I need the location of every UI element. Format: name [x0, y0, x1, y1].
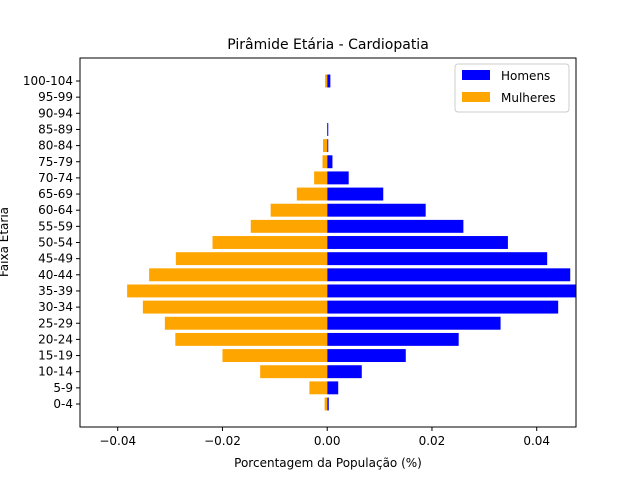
bar-homens-0-4 — [327, 397, 329, 411]
bar-homens-10-14 — [327, 365, 362, 379]
y-tick-label: 95-99 — [38, 90, 73, 104]
bar-homens-15-19 — [327, 349, 406, 363]
x-tick-label: 0.00 — [314, 434, 341, 448]
bar-mulheres-70-74 — [314, 171, 328, 185]
y-tick-label: 30-34 — [38, 300, 73, 314]
legend-label-homens: Homens — [501, 69, 550, 83]
legend-swatch-mulheres — [462, 92, 490, 102]
bar-homens-50-54 — [327, 236, 508, 249]
bar-mulheres-40-44 — [149, 268, 328, 282]
bar-homens-65-69 — [327, 187, 384, 201]
y-tick-label: 20-24 — [38, 332, 73, 346]
y-tick-label: 90-94 — [38, 106, 73, 120]
y-tick-label: 25-29 — [38, 316, 73, 330]
bar-homens-60-64 — [327, 203, 426, 217]
y-tick-label: 50-54 — [38, 236, 73, 250]
y-tick-label: 15-19 — [38, 349, 73, 363]
y-tick-label: 75-79 — [38, 155, 73, 169]
bar-mulheres-100-104 — [325, 74, 328, 88]
bar-mulheres-80-84 — [323, 139, 328, 153]
bar-mulheres-5-9 — [309, 381, 328, 395]
bar-homens-85-89 — [327, 122, 329, 136]
y-tick-label: 35-39 — [38, 284, 73, 298]
legend-swatch-homens — [462, 70, 490, 80]
y-axis-title: Faixa Etária — [0, 207, 11, 277]
bar-mulheres-25-29 — [164, 316, 328, 330]
y-tick-label: 45-49 — [38, 252, 73, 266]
bar-homens-30-34 — [327, 300, 559, 314]
bar-mulheres-15-19 — [222, 349, 328, 363]
y-tick-label: 100-104 — [23, 74, 73, 88]
bar-homens-20-24 — [327, 332, 459, 346]
bar-mulheres-65-69 — [296, 187, 328, 201]
bar-homens-40-44 — [327, 268, 571, 282]
bar-mulheres-35-39 — [127, 284, 328, 298]
x-tick-label: −0.04 — [99, 434, 136, 448]
legend: Homens Mulheres — [454, 63, 570, 113]
bar-homens-45-49 — [327, 252, 548, 266]
bar-mulheres-0-4 — [324, 397, 328, 411]
bar-mulheres-75-79 — [322, 155, 328, 169]
bars-group — [127, 74, 576, 411]
y-tick-label: 70-74 — [38, 171, 73, 185]
chart-title: Pirâmide Etária - Cardiopatia — [227, 37, 429, 53]
bar-mulheres-50-54 — [212, 236, 328, 249]
bar-mulheres-10-14 — [260, 365, 328, 379]
legend-label-mulheres: Mulheres — [501, 91, 556, 105]
y-axis-ticks: 0-4 5-9 10-14 15-19 20-24 25-29 30-34 35-39 40-4… — [23, 74, 80, 411]
y-tick-label: 85-89 — [38, 122, 73, 136]
bar-homens-5-9 — [327, 381, 339, 395]
bar-mulheres-20-24 — [175, 332, 328, 346]
y-tick-label: 40-44 — [38, 268, 73, 282]
bar-homens-55-59 — [327, 219, 464, 233]
bar-homens-25-29 — [327, 316, 501, 330]
x-axis-title: Porcentagem da População (%) — [234, 456, 422, 470]
y-tick-label: 10-14 — [38, 365, 73, 379]
bar-homens-80-84 — [327, 139, 329, 153]
x-tick-label: −0.02 — [204, 434, 241, 448]
plot-frame — [79, 57, 577, 428]
bar-homens-75-79 — [327, 155, 333, 169]
bar-mulheres-30-34 — [142, 300, 328, 314]
bar-homens-35-39 — [327, 284, 576, 298]
y-tick-label: 55-59 — [38, 219, 73, 233]
bar-mulheres-55-59 — [250, 219, 328, 233]
y-tick-label: 80-84 — [38, 139, 73, 153]
bar-homens-100-104 — [327, 74, 331, 88]
bar-mulheres-45-49 — [175, 252, 328, 266]
bar-homens-70-74 — [327, 171, 349, 185]
y-tick-label: 0-4 — [53, 397, 73, 411]
x-tick-label: 0.02 — [419, 434, 446, 448]
x-axis-ticks: −0.04 −0.02 0.00 0.02 0.04 — [99, 427, 550, 448]
x-tick-label: 0.04 — [523, 434, 550, 448]
y-tick-label: 5-9 — [53, 381, 73, 395]
bar-mulheres-60-64 — [270, 203, 328, 217]
y-tick-label: 65-69 — [38, 187, 73, 201]
y-tick-label: 60-64 — [38, 203, 73, 217]
